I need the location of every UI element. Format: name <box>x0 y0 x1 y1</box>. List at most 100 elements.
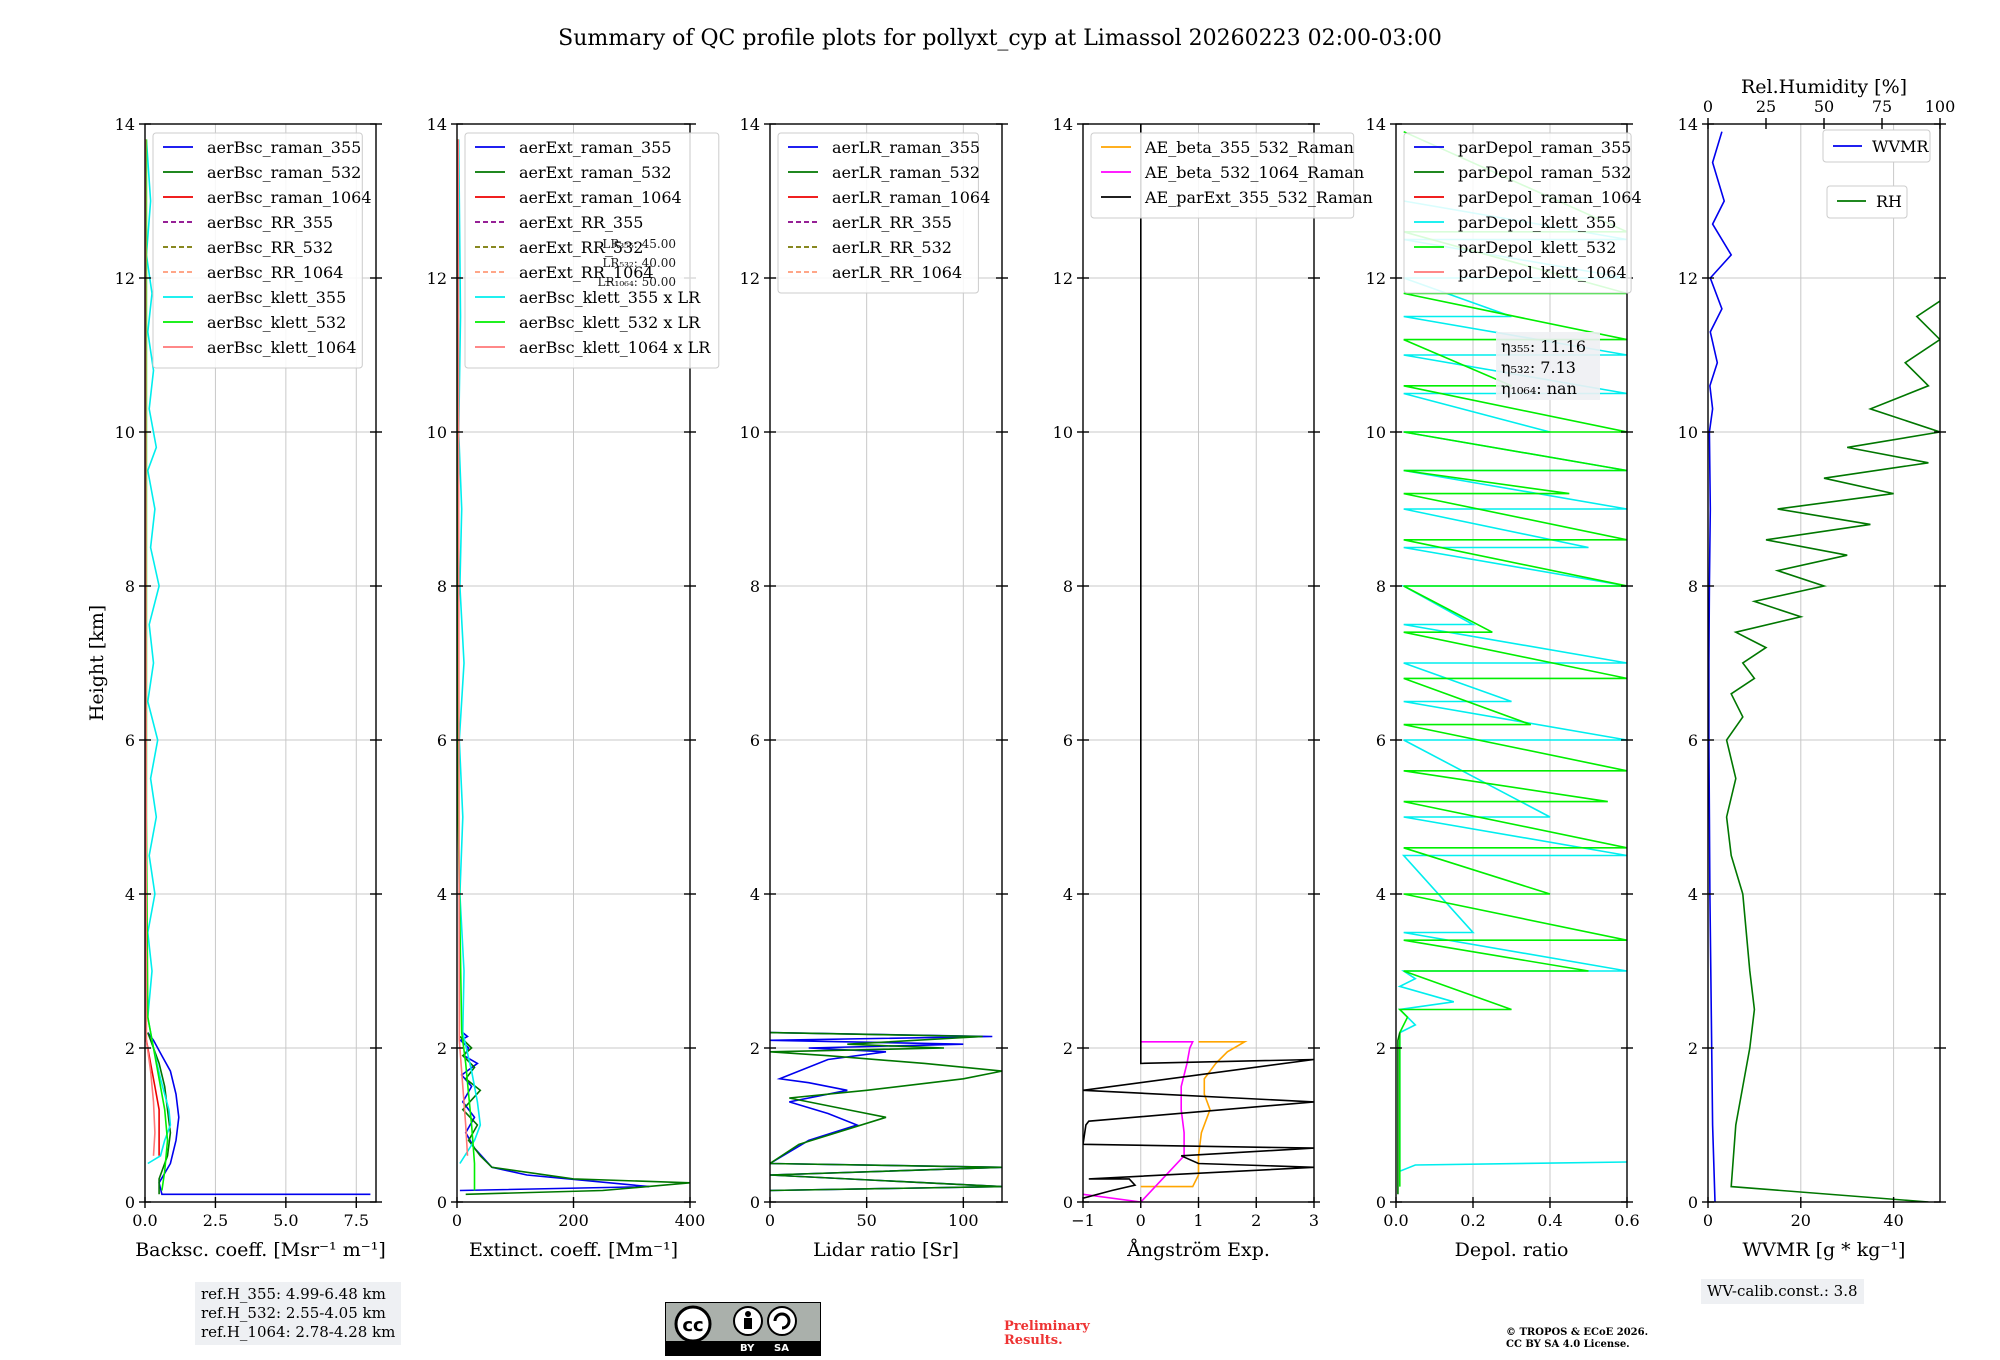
cc-by-label: BY <box>740 1343 755 1354</box>
x-tick-label: 2.5 <box>203 1211 228 1230</box>
x-axis-label: Backsc. coeff. [Msr⁻¹ m⁻¹] <box>135 1239 386 1261</box>
x-tick-label: 0 <box>765 1211 775 1230</box>
y-tick-label: 6 <box>1376 731 1386 750</box>
legend-label-AE_parExt_355_532_Raman: AE_parExt_355_532_Raman <box>1144 188 1373 207</box>
legend-label-parDepol_raman_1064: parDepol_raman_1064 <box>1458 188 1642 207</box>
eta-label: η₁₀₆₄: nan <box>1501 379 1577 398</box>
x-axis-label: Depol. ratio <box>1455 1239 1569 1261</box>
y-tick-label: 12 <box>427 269 447 288</box>
x-tick-label: 40 <box>1883 1211 1903 1230</box>
y-tick-label: 14 <box>1366 115 1386 134</box>
legend-label-AE_beta_532_1064_Raman: AE_beta_532_1064_Raman <box>1144 163 1364 182</box>
y-tick-label: 14 <box>427 115 447 134</box>
top-x-tick-label: 100 <box>1925 97 1956 116</box>
y-tick-label: 10 <box>1053 423 1073 442</box>
copyright-line-2: CC BY SA 4.0 License. <box>1506 1339 1630 1350</box>
lidar-ratio-label: LR₁₀₆₄: 50.00 <box>598 275 676 289</box>
legend-label-aerBsc_klett_355: aerBsc_klett_355 <box>207 288 346 307</box>
eta-infobox: η₃₅₅: 11.16 η₅₃₂: 7.13 η₁₀₆₄: nan <box>1496 332 1600 400</box>
y-axis-label: Height [km] <box>86 605 108 721</box>
legend-label-aerBsc_klett_532: aerBsc_klett_532 <box>207 313 346 332</box>
top-x-tick-label: 75 <box>1872 97 1892 116</box>
x-tick-label: 0.6 <box>1614 1211 1639 1230</box>
x-tick-label: 0 <box>452 1211 462 1230</box>
x-axis-label: Lidar ratio [Sr] <box>813 1239 959 1261</box>
legend-wvmr-label: WVMR <box>1872 137 1929 156</box>
y-tick-label: 2 <box>125 1039 135 1058</box>
axes-frame <box>144 123 377 1203</box>
y-tick-label: 6 <box>750 731 760 750</box>
ref-height-355: ref.H_355: 4.99-6.48 km <box>201 1285 386 1303</box>
x-tick-label: −1 <box>1071 1211 1095 1230</box>
legend-box <box>1403 132 1632 294</box>
x-tick-label: 0.4 <box>1537 1211 1562 1230</box>
preliminary-note: Preliminary Results. <box>1004 1320 1090 1348</box>
series-parDepol_raman_532 <box>1397 1032 1401 1195</box>
y-tick-label: 14 <box>115 115 135 134</box>
series-group <box>770 1031 1002 1192</box>
panel-depol: 0 2 4 6 8 10 12 14 0.0 0.2 0.4 0.6 Depol. ratio parDe… <box>1366 115 1642 1261</box>
cc-strip: BY SA <box>666 1341 820 1355</box>
ref-height-1064: ref.H_1064: 2.78-4.28 km <box>201 1323 396 1341</box>
x-tick-label: 0 <box>1136 1211 1146 1230</box>
legend-wvmr-box <box>1822 129 1931 163</box>
y-tick-label: 14 <box>740 115 760 134</box>
panel-lr: 0 2 4 6 8 10 12 14 0 50 100 Lidar ratio [Sr] aerLR_r… <box>740 115 1008 1261</box>
x-tick-label: 5.0 <box>273 1211 298 1230</box>
preliminary-line-2: Results. <box>1004 1333 1063 1348</box>
x-tick-label: 20 <box>1791 1211 1811 1230</box>
top-x-tick-label: 50 <box>1814 97 1834 116</box>
series-aerBsc_klett_1064 <box>145 139 156 1156</box>
legend-label-aerLR_raman_532: aerLR_raman_532 <box>832 163 980 182</box>
wv-calib-infobox: WV-calib.const.: 3.8 <box>1701 1279 1864 1304</box>
legend-label-aerLR_RR_355: aerLR_RR_355 <box>832 213 952 232</box>
y-tick-label: 2 <box>1063 1039 1073 1058</box>
attribution-body-icon <box>744 1318 752 1329</box>
legend-label-aerBsc_raman_355: aerBsc_raman_355 <box>207 138 361 157</box>
legend-label-aerLR_raman_355: aerLR_raman_355 <box>832 138 980 157</box>
legend-label-aerBsc_klett_1064: aerBsc_klett_1064 <box>207 338 356 357</box>
y-tick-label: 10 <box>1366 423 1386 442</box>
preliminary-line-1: Preliminary <box>1004 1319 1090 1334</box>
legend: aerExt_raman_355 aerExt_raman_532 aerExt_r… <box>464 132 720 369</box>
legend-label-aerExt_raman_532: aerExt_raman_532 <box>519 163 672 182</box>
y-tick-label: 10 <box>740 423 760 442</box>
series-parDepol_klett_532 <box>1397 130 1627 1187</box>
legend-label-aerLR_raman_1064: aerLR_raman_1064 <box>832 188 990 207</box>
x-tick-label: 0.0 <box>132 1211 157 1230</box>
y-tick-label: 8 <box>125 577 135 596</box>
legend-rh: RH <box>1826 185 1908 219</box>
y-tick-label: 6 <box>1063 731 1073 750</box>
x-tick-label: 0 <box>1703 1211 1713 1230</box>
ref-height-infobox: ref.H_355: 4.99-6.48 km ref.H_532: 2.55-… <box>195 1282 402 1345</box>
ref-height-532: ref.H_532: 2.55-4.05 km <box>201 1304 386 1322</box>
series-aerBsc_raman_355 <box>147 1032 371 1196</box>
cc-circle-icon <box>674 1305 712 1341</box>
share-alike-icon <box>767 1306 797 1336</box>
y-tick-label: 14 <box>1678 115 1698 134</box>
y-tick-label: 2 <box>1688 1039 1698 1058</box>
y-tick-label: 0 <box>1688 1193 1698 1212</box>
x-tick-label: 0.2 <box>1460 1211 1485 1230</box>
legend: parDepol_raman_355 parDepol_raman_532 parD… <box>1403 132 1642 294</box>
y-tick-label: 0 <box>1376 1193 1386 1212</box>
legend-rh-box <box>1826 185 1908 219</box>
axes-frame <box>769 123 1003 1203</box>
y-tick-label: 10 <box>1678 423 1698 442</box>
top-x-tick-label: 0 <box>1703 97 1713 116</box>
legend-box <box>464 132 720 369</box>
series-AE_beta_532_1064_Raman <box>1083 1041 1194 1202</box>
legend-label-parDepol_klett_532: parDepol_klett_532 <box>1458 238 1616 257</box>
x-tick-label: 200 <box>558 1211 589 1230</box>
axes-frame <box>1395 123 1628 1203</box>
figure-title: Summary of QC profile plots for pollyxt_… <box>558 26 1442 51</box>
panel-wv: 0 2 4 6 8 10 12 14 0 20 40 WVMR [g * kg⁻¹] 0 25 50 75 10… <box>1678 76 1956 1261</box>
y-tick-label: 4 <box>750 885 760 904</box>
eta-box <box>1496 332 1600 400</box>
legend-wvmr: WVMR <box>1822 129 1931 163</box>
legend-label-aerBsc_RR_532: aerBsc_RR_532 <box>207 238 333 257</box>
y-tick-label: 12 <box>1366 269 1386 288</box>
series-group <box>1083 124 1314 1202</box>
y-tick-label: 10 <box>115 423 135 442</box>
